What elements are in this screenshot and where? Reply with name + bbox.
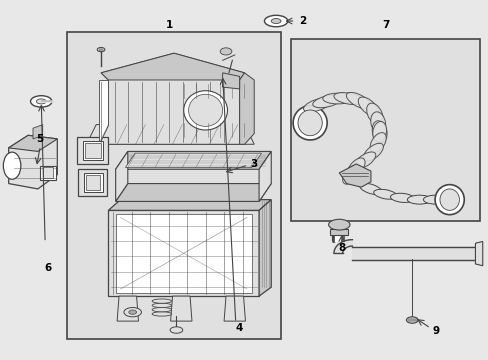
Polygon shape <box>170 296 192 321</box>
Ellipse shape <box>3 152 21 179</box>
Polygon shape <box>259 200 271 296</box>
Ellipse shape <box>358 97 378 117</box>
Ellipse shape <box>333 93 363 104</box>
Text: 1: 1 <box>165 19 172 30</box>
Ellipse shape <box>371 121 386 143</box>
Polygon shape <box>99 53 244 144</box>
Ellipse shape <box>406 317 417 323</box>
Polygon shape <box>116 184 271 202</box>
Ellipse shape <box>366 103 382 125</box>
Ellipse shape <box>264 15 287 27</box>
Ellipse shape <box>354 152 375 169</box>
Polygon shape <box>259 152 271 202</box>
Polygon shape <box>224 296 245 321</box>
Ellipse shape <box>30 96 52 107</box>
Bar <box>85 143 101 158</box>
Polygon shape <box>239 73 254 144</box>
Ellipse shape <box>152 312 171 316</box>
Polygon shape <box>33 125 42 139</box>
Text: 5: 5 <box>37 134 44 144</box>
Ellipse shape <box>152 299 171 303</box>
Polygon shape <box>125 153 261 167</box>
Ellipse shape <box>370 112 385 134</box>
Text: 6: 6 <box>44 262 51 273</box>
Ellipse shape <box>188 94 222 126</box>
Ellipse shape <box>123 307 141 317</box>
Text: 7: 7 <box>381 19 388 30</box>
Bar <box>40 166 56 180</box>
Polygon shape <box>116 152 271 169</box>
Ellipse shape <box>128 310 136 314</box>
Ellipse shape <box>407 195 431 204</box>
Ellipse shape <box>372 121 386 142</box>
Text: 9: 9 <box>432 326 439 336</box>
Bar <box>290 39 479 221</box>
Ellipse shape <box>322 93 352 104</box>
Ellipse shape <box>373 189 396 199</box>
Ellipse shape <box>346 93 370 109</box>
Ellipse shape <box>342 165 360 184</box>
Polygon shape <box>9 135 57 152</box>
Ellipse shape <box>170 327 183 333</box>
Polygon shape <box>339 164 370 187</box>
Ellipse shape <box>303 98 331 112</box>
Bar <box>78 169 107 196</box>
Ellipse shape <box>36 99 46 104</box>
Ellipse shape <box>434 185 463 215</box>
Polygon shape <box>101 53 244 80</box>
Ellipse shape <box>183 91 227 130</box>
Ellipse shape <box>97 48 105 52</box>
Polygon shape <box>474 242 482 266</box>
Ellipse shape <box>312 95 341 108</box>
Ellipse shape <box>297 110 322 136</box>
Text: 3: 3 <box>250 159 257 169</box>
Polygon shape <box>333 240 352 253</box>
Polygon shape <box>108 210 259 296</box>
Bar <box>82 141 103 159</box>
Ellipse shape <box>359 183 381 194</box>
Ellipse shape <box>363 143 383 161</box>
Ellipse shape <box>220 48 231 55</box>
Bar <box>84 173 102 192</box>
Bar <box>86 175 100 190</box>
Polygon shape <box>99 80 108 144</box>
Polygon shape <box>222 73 239 89</box>
Bar <box>329 229 347 235</box>
Ellipse shape <box>389 193 414 202</box>
Text: 4: 4 <box>236 323 243 333</box>
Ellipse shape <box>292 106 326 140</box>
Ellipse shape <box>328 219 349 230</box>
Polygon shape <box>9 135 57 189</box>
Polygon shape <box>117 296 138 321</box>
Text: 8: 8 <box>337 243 345 253</box>
Polygon shape <box>86 125 254 144</box>
Text: 2: 2 <box>299 16 306 26</box>
Bar <box>67 32 281 339</box>
Polygon shape <box>116 214 251 293</box>
Bar <box>42 167 53 178</box>
Polygon shape <box>116 152 127 202</box>
Ellipse shape <box>271 18 281 23</box>
Ellipse shape <box>369 132 386 152</box>
Polygon shape <box>108 200 271 210</box>
Ellipse shape <box>152 303 171 307</box>
Ellipse shape <box>439 189 458 210</box>
Bar <box>77 137 108 164</box>
Ellipse shape <box>423 195 447 204</box>
Ellipse shape <box>152 307 171 312</box>
Ellipse shape <box>347 158 365 177</box>
